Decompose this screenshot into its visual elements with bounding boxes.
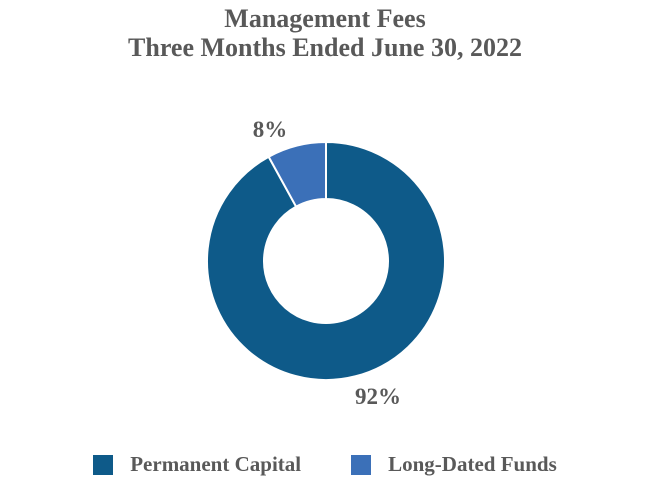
donut-chart	[206, 141, 446, 381]
chart-title: Management Fees Three Months Ended June …	[0, 4, 650, 62]
chart-title-line1: Management Fees	[224, 4, 426, 33]
legend-swatch-long-dated-funds	[351, 454, 372, 475]
legend-label-permanent-capital: Permanent Capital	[130, 452, 302, 476]
slice-label-long-dated-funds: 8%	[252, 117, 288, 142]
chart-legend: Permanent Capital Long-Dated Funds	[0, 452, 650, 477]
pie-slice-1	[267, 141, 327, 208]
slice-label-permanent-capital: 92%	[355, 384, 401, 409]
legend-label-long-dated-funds: Long-Dated Funds	[388, 452, 557, 476]
chart-title-line2: Three Months Ended June 30, 2022	[128, 32, 522, 62]
legend-item-permanent-capital: Permanent Capital	[93, 452, 301, 477]
legend-item-long-dated-funds: Long-Dated Funds	[351, 452, 557, 477]
pie-slice-0	[206, 141, 446, 381]
legend-swatch-permanent-capital	[93, 454, 114, 475]
